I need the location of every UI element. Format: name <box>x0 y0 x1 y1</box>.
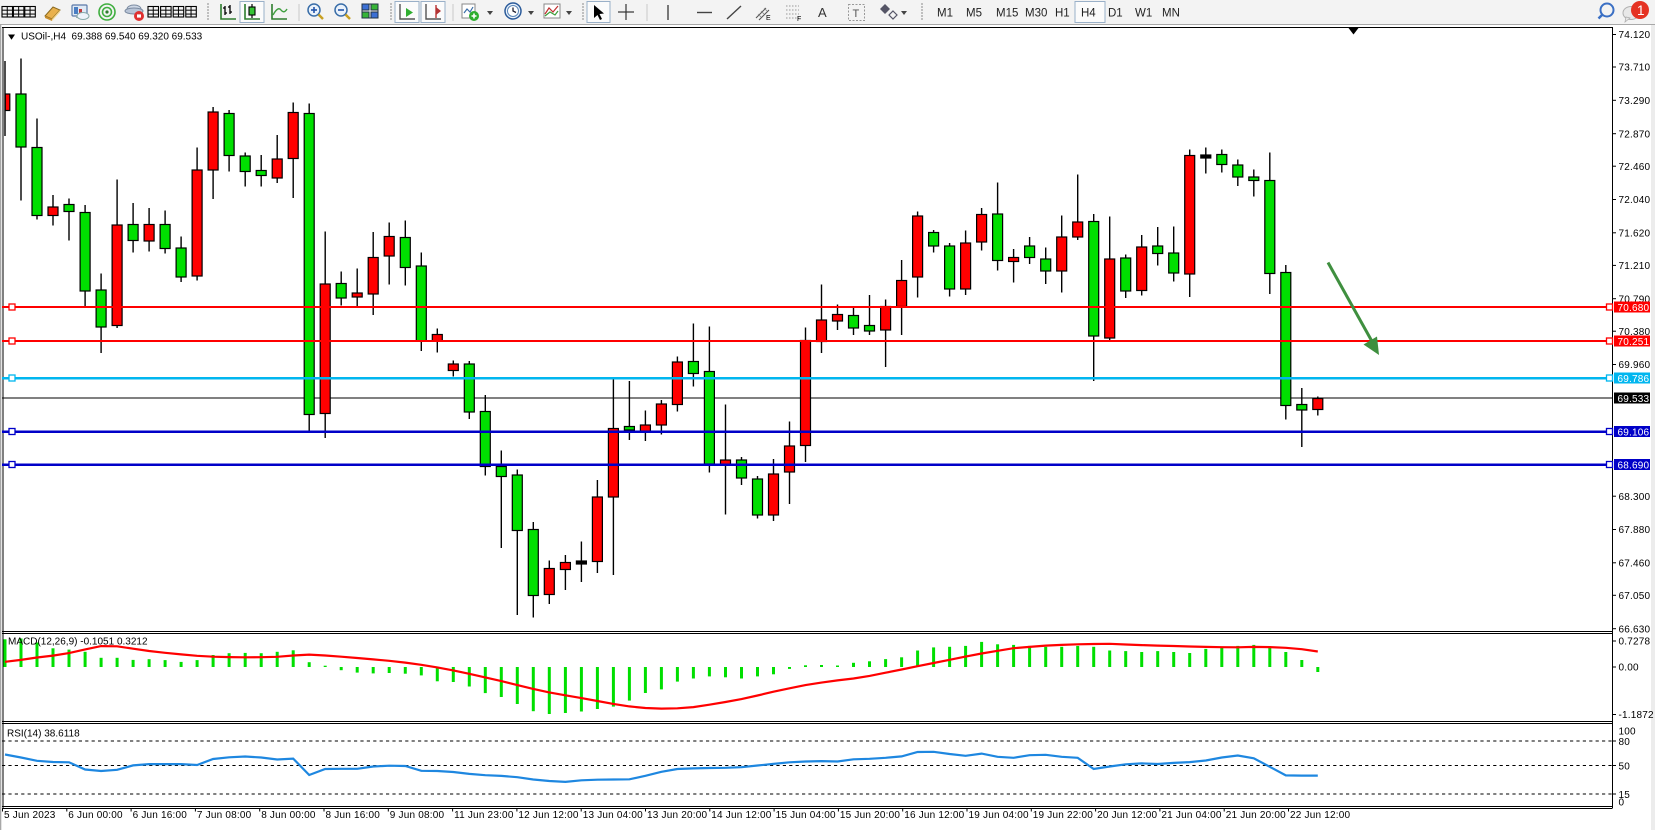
svg-text:7 Jun 08:00: 7 Jun 08:00 <box>197 810 252 821</box>
svg-text:66.630: 66.630 <box>1619 624 1651 635</box>
svg-text:50: 50 <box>1619 762 1631 773</box>
svg-text:MACD(12,26,9) -0.1051 0.3212: MACD(12,26,9) -0.1051 0.3212 <box>8 637 148 648</box>
svg-text:73.710: 73.710 <box>1619 63 1651 74</box>
svg-text:13 Jun 20:00: 13 Jun 20:00 <box>647 810 707 821</box>
svg-text:70.251: 70.251 <box>1618 337 1650 348</box>
svg-text:69.786: 69.786 <box>1618 374 1650 385</box>
svg-text:M1: M1 <box>937 8 953 20</box>
svg-text:67.460: 67.460 <box>1619 559 1651 570</box>
svg-text:19 Jun 22:00: 19 Jun 22:00 <box>1033 810 1093 821</box>
svg-text:70.680: 70.680 <box>1618 303 1650 314</box>
svg-text:21 Jun 04:00: 21 Jun 04:00 <box>1161 810 1221 821</box>
svg-text:68.300: 68.300 <box>1619 492 1651 503</box>
svg-text:14 Jun 12:00: 14 Jun 12:00 <box>711 810 771 821</box>
svg-text:69.960: 69.960 <box>1619 360 1651 371</box>
svg-text:70.380: 70.380 <box>1619 327 1651 338</box>
svg-text:67.880: 67.880 <box>1619 525 1651 536</box>
svg-text:6 Jun 16:00: 6 Jun 16:00 <box>133 810 188 821</box>
svg-text:12 Jun 12:00: 12 Jun 12:00 <box>518 810 578 821</box>
svg-text:73.290: 73.290 <box>1619 96 1651 107</box>
svg-text:67.050: 67.050 <box>1619 591 1651 602</box>
svg-text:0.00: 0.00 <box>1619 663 1640 674</box>
svg-text:T: T <box>853 8 860 20</box>
svg-text:22 Jun 12:00: 22 Jun 12:00 <box>1290 810 1350 821</box>
svg-text:RSI(14) 38.6118: RSI(14) 38.6118 <box>7 729 80 740</box>
svg-text:8 Jun 00:00: 8 Jun 00:00 <box>261 810 316 821</box>
svg-text:15 Jun 20:00: 15 Jun 20:00 <box>840 810 900 821</box>
svg-text:21 Jun 20:00: 21 Jun 20:00 <box>1226 810 1286 821</box>
svg-text:M15: M15 <box>996 8 1018 20</box>
svg-text:70.790: 70.790 <box>1619 294 1651 305</box>
svg-text:0.7278: 0.7278 <box>1619 637 1651 648</box>
svg-text:72.460: 72.460 <box>1619 162 1651 173</box>
svg-text:6 Jun 00:00: 6 Jun 00:00 <box>68 810 123 821</box>
svg-text:13 Jun 04:00: 13 Jun 04:00 <box>583 810 643 821</box>
svg-text:72.040: 72.040 <box>1619 195 1651 206</box>
svg-text:-1.1872: -1.1872 <box>1619 710 1655 721</box>
svg-text:69.106: 69.106 <box>1618 427 1650 438</box>
svg-text:71.620: 71.620 <box>1619 229 1651 240</box>
svg-text:69.533: 69.533 <box>1618 394 1650 405</box>
svg-text:80: 80 <box>1619 737 1631 748</box>
svg-text:16 Jun 12:00: 16 Jun 12:00 <box>904 810 964 821</box>
svg-text:M5: M5 <box>966 8 982 20</box>
svg-text:H1: H1 <box>1055 8 1070 20</box>
svg-text:15 Jun 04:00: 15 Jun 04:00 <box>776 810 836 821</box>
svg-text:15: 15 <box>1619 790 1631 801</box>
svg-text:68.690: 68.690 <box>1618 460 1650 471</box>
svg-text:72.870: 72.870 <box>1619 129 1651 140</box>
svg-text:M30: M30 <box>1025 8 1047 20</box>
svg-text:H4: H4 <box>1081 8 1096 20</box>
svg-text:0: 0 <box>1619 798 1625 809</box>
svg-text:100: 100 <box>1619 727 1637 738</box>
svg-text:MN: MN <box>1162 8 1180 20</box>
svg-text:USOil-,H4 69.388 69.540 69.32: USOil-,H4 69.388 69.540 69.320 69.533 <box>21 32 203 43</box>
svg-text:19 Jun 04:00: 19 Jun 04:00 <box>969 810 1029 821</box>
svg-text:5 Jun 2023: 5 Jun 2023 <box>4 810 56 821</box>
svg-text:E: E <box>766 15 771 22</box>
svg-text:1: 1 <box>1637 3 1645 18</box>
svg-text:A: A <box>818 5 827 20</box>
svg-text:9 Jun 08:00: 9 Jun 08:00 <box>390 810 445 821</box>
svg-text:D1: D1 <box>1108 8 1123 20</box>
svg-text:71.210: 71.210 <box>1619 261 1651 272</box>
svg-text:11 Jun 23:00: 11 Jun 23:00 <box>454 810 514 821</box>
svg-text:8 Jun 16:00: 8 Jun 16:00 <box>326 810 381 821</box>
svg-text:W1: W1 <box>1135 8 1152 20</box>
svg-text:74.120: 74.120 <box>1619 30 1651 41</box>
svg-text:20 Jun 12:00: 20 Jun 12:00 <box>1097 810 1157 821</box>
svg-text:F: F <box>797 16 801 23</box>
